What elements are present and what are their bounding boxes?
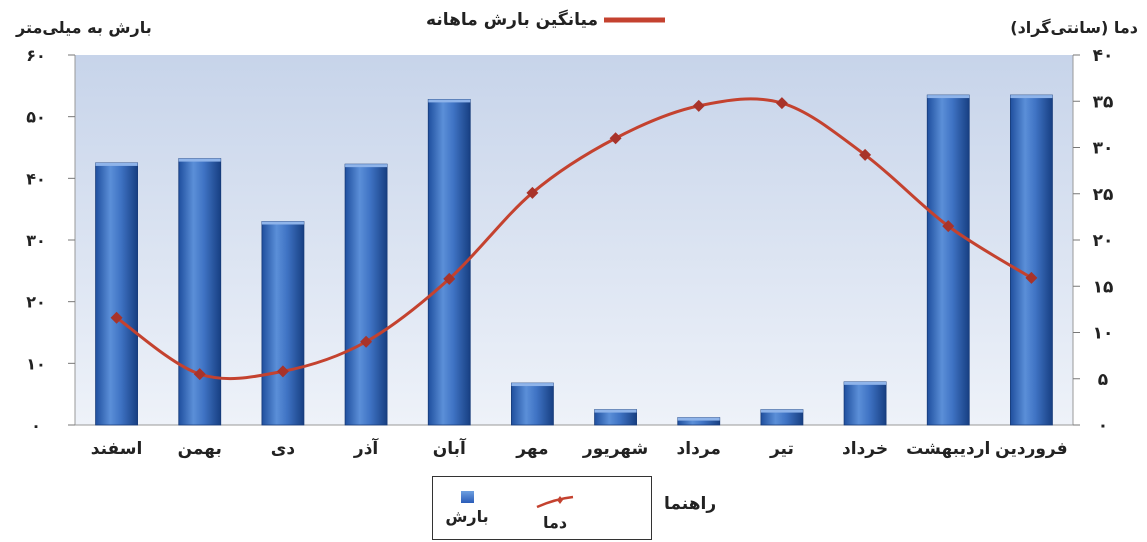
left-tick-label: ۳۰ (26, 231, 46, 250)
category-label: آذر (353, 437, 380, 459)
right-tick-label: ۳۰ (1093, 139, 1114, 159)
plot-area (75, 55, 1073, 425)
category-label: بهمن (178, 439, 222, 459)
right-tick-label: ۰ (1098, 416, 1108, 436)
category-label: تیر (769, 439, 794, 459)
bar-top-highlight (511, 383, 554, 387)
right-tick-label: ۵ (1098, 370, 1108, 390)
legend-temp-swatch (536, 495, 574, 509)
bar-series (95, 94, 1053, 426)
bar-top-highlight (261, 221, 304, 225)
bar-top-highlight (760, 409, 803, 413)
bar (95, 162, 138, 426)
category-label: دی (271, 439, 296, 459)
temperature-point (110, 311, 123, 324)
bar-top-highlight (345, 164, 388, 168)
right-tick-label: ۱۰ (1093, 324, 1114, 344)
chart-title: میانگین بارش ماهانه (426, 9, 598, 30)
temperature-line (115, 97, 1033, 381)
legend-temp-label: دما (542, 513, 568, 532)
bar (261, 221, 305, 426)
left-tick-label: ۱۰ (26, 354, 46, 373)
right-tick-label: ۴۰ (1093, 46, 1114, 66)
bar (511, 382, 554, 426)
temperature-point (692, 99, 705, 112)
bar (344, 163, 388, 426)
temperature-point (775, 97, 788, 110)
bar-top-highlight (594, 409, 637, 413)
temperature-point (942, 220, 955, 233)
line-series (110, 97, 1038, 381)
legend-item-temp: دما (525, 493, 585, 532)
category-label: شهریور (582, 439, 648, 459)
bar (1010, 94, 1053, 426)
left-tick-label: ۶۰ (26, 46, 46, 65)
temperature-point (1025, 271, 1038, 284)
bar (427, 99, 471, 426)
right-tick-label: ۱۵ (1093, 277, 1114, 297)
category-label: آبان (433, 437, 467, 459)
category-label: اردیبهشت (906, 439, 990, 459)
temperature-point (193, 368, 206, 381)
temperature-point (859, 148, 872, 161)
legend-rain-label: بارش (445, 507, 489, 526)
right-tick-label: ۲۰ (1093, 231, 1114, 251)
temperature-point (609, 132, 622, 145)
category-label: خرداد (842, 439, 888, 459)
bar-top-highlight (844, 381, 887, 385)
bar-top-highlight (1010, 95, 1053, 99)
legend-item-rain: بارش (437, 491, 497, 526)
left-axis-label: بارش به میلی‌متر (15, 18, 152, 37)
left-tick-label: ۵۰ (26, 108, 46, 127)
bar-top-highlight (927, 95, 970, 99)
bar (843, 381, 887, 426)
right-axis-ticks: ۰ ۵ ۱۰ ۱۵ ۲۰ ۲۵ ۳۰ ۳۵ ۴۰ (1073, 46, 1113, 436)
right-tick-label: ۲۵ (1093, 185, 1114, 205)
bar-top-highlight (95, 162, 138, 166)
legend-rain-swatch (460, 491, 474, 503)
left-tick-label: ۲۰ (26, 293, 46, 312)
bar (926, 94, 970, 426)
right-axis-label: دما (سانتی‌گراد) (1010, 18, 1138, 37)
category-label: فروردین (995, 439, 1067, 459)
bar (178, 158, 222, 426)
temperature-point (360, 335, 373, 348)
legend-title: راهنما (664, 494, 717, 514)
temperature-point (443, 272, 456, 285)
temperature-point (526, 186, 539, 199)
left-tick-label: ۴۰ (26, 169, 46, 188)
left-tick-label: ۰ (31, 416, 41, 435)
bar-top-highlight (178, 158, 221, 162)
category-label: اسفند (91, 439, 143, 459)
left-axis-ticks: ۰ ۱۰ ۲۰ ۳۰ ۴۰ ۵۰ ۶۰ (26, 46, 75, 435)
category-label: مرداد (677, 439, 721, 459)
temperature-point (276, 365, 289, 378)
bar-top-highlight (428, 99, 471, 103)
category-label: مهر (515, 439, 548, 459)
legend: دما بارش (432, 476, 652, 540)
right-tick-label: ۳۵ (1093, 92, 1114, 112)
bar-top-highlight (677, 417, 720, 421)
